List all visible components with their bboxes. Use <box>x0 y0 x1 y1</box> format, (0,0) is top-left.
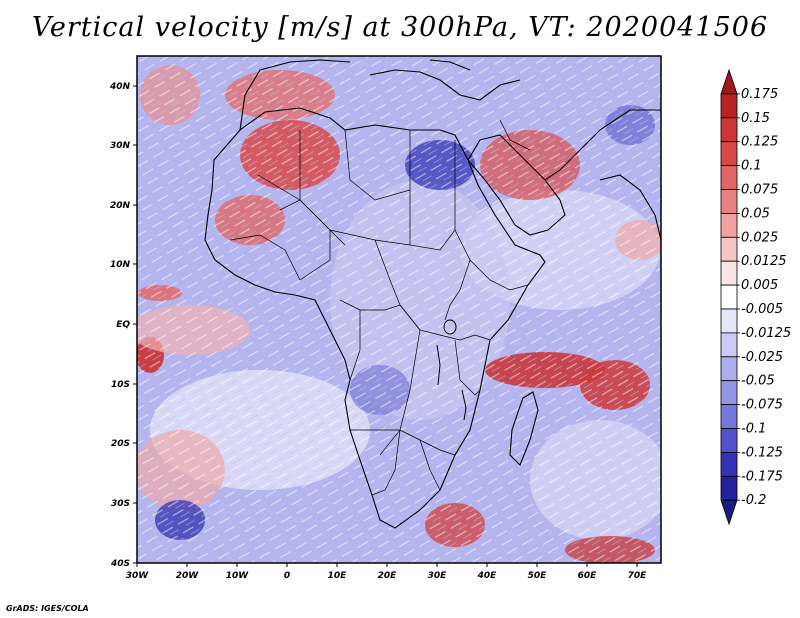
x-tick-label: 50E <box>528 571 548 581</box>
colorbar-swatch <box>720 117 738 143</box>
colorbar: 0.175 0.15 0.125 0.1 0.075 0.05 0.025 0.0125 0.0… <box>720 68 791 526</box>
colorbar-level-label: 0.1 <box>741 159 762 174</box>
y-tick-label: EQ <box>116 320 130 330</box>
colorbar-level-label: 0.0125 <box>741 254 787 269</box>
colorbar-level-label: -0.1 <box>741 422 766 437</box>
colorbar-level-label: 0.005 <box>741 278 778 293</box>
y-tick-label: 20N <box>110 201 131 211</box>
plot-frame <box>136 55 662 564</box>
colorbar-swatch <box>720 236 738 262</box>
y-tick-label: 30S <box>111 499 130 509</box>
colorbar-swatch <box>720 260 738 286</box>
colorbar-level-label: -0.2 <box>741 493 766 508</box>
colorbar-level-label: 0.125 <box>741 135 778 150</box>
colorbar-swatch <box>720 380 738 406</box>
colorbar-level-label: -0.125 <box>741 445 783 460</box>
borders <box>229 119 531 496</box>
colorbar-level-label: -0.175 <box>741 469 783 484</box>
x-tick-label: 10E <box>328 571 348 581</box>
colorbar-swatch <box>720 428 738 453</box>
colorbar-bottom-arrow <box>720 499 738 526</box>
y-tick-label: 20S <box>111 439 130 449</box>
colorbar-swatch <box>720 212 738 238</box>
colorbar-level-label: 0.075 <box>741 183 778 198</box>
colorbar-level-label: -0.005 <box>741 302 783 317</box>
y-tick-label: 40N <box>109 82 131 92</box>
colorbar-swatch <box>720 356 738 382</box>
colorbar-swatch <box>720 308 738 334</box>
x-tick-label: 60E <box>578 571 598 581</box>
x-tick-label: 0 <box>284 571 290 581</box>
colorbar-swatch <box>720 284 738 310</box>
credit-label: GrADS: IGES/COLA <box>6 604 89 613</box>
y-tick-label: 10S <box>111 380 130 390</box>
lakes <box>436 319 467 421</box>
x-tick-label: 40E <box>477 571 498 581</box>
colorbar-swatch <box>720 93 738 119</box>
colorbar-top-arrow <box>720 68 738 95</box>
colorbar-level-label: -0.075 <box>741 398 783 413</box>
colorbar-swatch <box>720 475 738 501</box>
chart-title: Vertical velocity [m/s] at 300hPa, VT: 2… <box>31 12 769 43</box>
colorbar-swatch <box>720 141 738 166</box>
colorbar-level-label: 0.05 <box>741 206 770 221</box>
colorbar-level-label: -0.0125 <box>741 326 791 341</box>
colorbar-level-label: -0.025 <box>741 350 783 365</box>
x-tick-label: 30W <box>126 571 150 581</box>
colorbar-swatch <box>720 332 738 358</box>
x-tick-label: 30E <box>428 571 448 581</box>
colorbar-swatch <box>720 189 738 214</box>
x-tick-label: 70E <box>628 571 648 581</box>
y-tick-label: 10N <box>110 260 131 270</box>
x-tick-label: 20W <box>176 571 200 581</box>
axis-ticks <box>133 85 638 567</box>
y-tick-label: 30N <box>110 141 131 151</box>
colorbar-swatch <box>720 404 738 429</box>
velocity-field <box>137 56 661 563</box>
colorbar-swatch <box>720 451 738 477</box>
y-tick-label: 40S <box>110 559 130 569</box>
colorbar-level-label: -0.05 <box>741 374 775 389</box>
colorbar-level-label: 0.175 <box>741 87 778 102</box>
colorbar-level-label: 0.15 <box>741 111 770 126</box>
colorbar-swatch <box>720 165 738 190</box>
x-tick-label: 10W <box>226 571 250 581</box>
colorbar-level-label: 0.025 <box>741 230 778 245</box>
x-tick-label: 20E <box>378 571 398 581</box>
